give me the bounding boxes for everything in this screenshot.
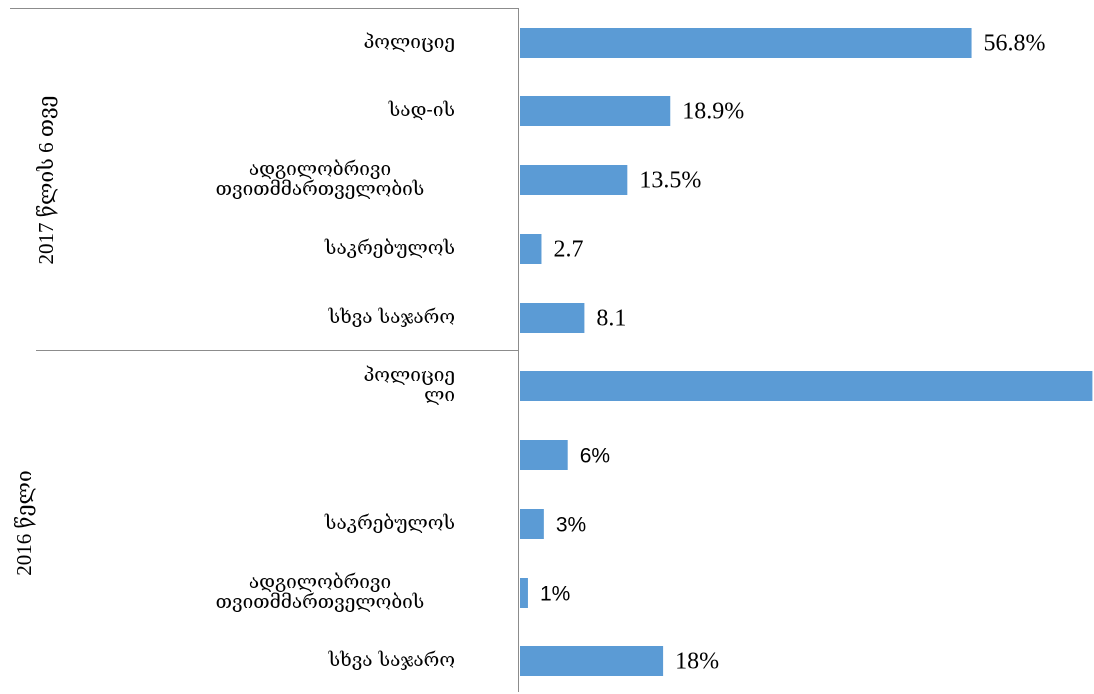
- group-label: 2017 წლის 6 თვე: [34, 96, 58, 265]
- data-label: 3%: [556, 514, 586, 537]
- category-label: საკრებულოს: [324, 512, 455, 534]
- data-label: 6%: [580, 445, 610, 468]
- category-label: სად-ის: [388, 99, 455, 121]
- category-label: თვითმმართველობის: [216, 591, 425, 613]
- bar: [520, 165, 628, 195]
- data-label: 2.7: [553, 237, 583, 263]
- data-label: 56.8%: [984, 31, 1046, 57]
- category-label: ადგილობრივი: [249, 571, 391, 593]
- category-label: სხვა საჯარო: [328, 306, 455, 328]
- data-label: 8.1: [596, 306, 626, 332]
- category-label: პოლიციე: [363, 31, 455, 53]
- category-label: სხვა საჯარო: [328, 649, 455, 671]
- bar: [520, 234, 542, 264]
- bar: [520, 371, 1093, 401]
- category-label: პოლიციე: [363, 364, 455, 386]
- bar: [520, 303, 585, 333]
- category-label: საკრებულოს: [324, 237, 455, 259]
- category-label: ადგილობრივი: [249, 158, 391, 180]
- group-label: 2016 წელი: [12, 470, 36, 575]
- bar: [520, 646, 664, 676]
- bar: [520, 96, 671, 126]
- data-label: 13.5%: [639, 168, 701, 194]
- data-label: 18.9%: [682, 99, 744, 125]
- category-label: თვითმმართველობის: [216, 178, 425, 200]
- bar: [520, 28, 972, 58]
- data-label: 18%: [675, 649, 719, 675]
- bar: [520, 509, 544, 539]
- bar: [520, 440, 568, 470]
- data-label: 1%: [540, 583, 570, 606]
- bar: [520, 578, 528, 608]
- category-label: ლი: [424, 384, 455, 406]
